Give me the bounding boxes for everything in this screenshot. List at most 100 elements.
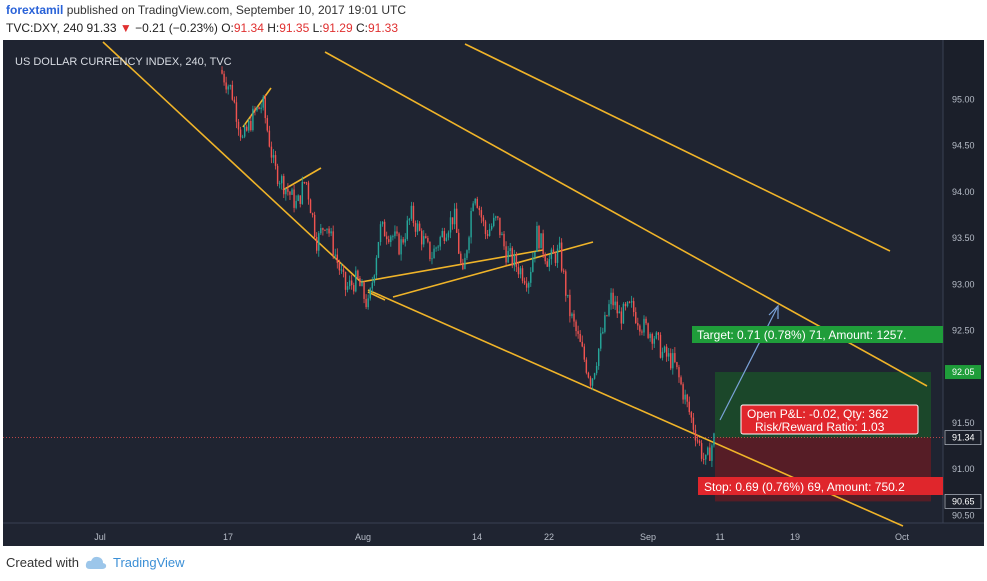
- candle-body: [266, 118, 269, 131]
- x-tick-label: 22: [544, 532, 554, 542]
- candle: [330, 227, 332, 237]
- candle: [328, 226, 330, 237]
- candle: [672, 348, 674, 375]
- candle: [264, 94, 266, 124]
- cloud-logo-icon: [85, 556, 107, 569]
- candle: [620, 307, 623, 330]
- candle: [458, 228, 460, 255]
- candle-body: [239, 129, 242, 138]
- created-with-text: Created with: [6, 555, 79, 570]
- candle-body: [484, 221, 487, 235]
- y-tick-label: 90.50: [952, 510, 975, 520]
- candle-body: [612, 292, 614, 306]
- candle: [556, 244, 559, 268]
- candle: [414, 220, 417, 238]
- candle: [468, 235, 470, 254]
- projection-arrow-icon: [768, 304, 779, 319]
- candle: [342, 265, 345, 278]
- candle: [643, 315, 645, 336]
- candle: [647, 322, 649, 340]
- candle-body: [542, 233, 544, 255]
- candle-body: [235, 102, 238, 122]
- candle-body: [552, 249, 555, 254]
- candle: [521, 265, 524, 284]
- candle: [388, 235, 390, 244]
- candle: [229, 84, 231, 90]
- candle-body: [289, 191, 291, 195]
- candle: [464, 253, 466, 270]
- candle-body: [449, 217, 452, 233]
- candle: [562, 268, 565, 274]
- candle: [694, 424, 697, 447]
- y-tick-label: 91.50: [952, 418, 975, 428]
- candle: [665, 343, 668, 362]
- candle-body: [579, 333, 581, 342]
- candle-body: [678, 367, 680, 378]
- candle-body: [544, 254, 546, 262]
- candle: [402, 236, 404, 245]
- open-value: 91.34: [233, 21, 264, 35]
- open-label: O:: [221, 21, 234, 35]
- candle: [484, 219, 487, 240]
- tradingview-brand[interactable]: TradingView: [112, 555, 185, 570]
- candle-body: [645, 318, 647, 324]
- candle: [595, 362, 598, 376]
- candle: [285, 188, 287, 201]
- candle: [281, 174, 283, 190]
- close-value: 91.33: [368, 21, 399, 35]
- candle-body: [690, 412, 693, 418]
- candle-body: [248, 120, 250, 131]
- candle: [466, 249, 468, 261]
- candle-body: [534, 251, 536, 258]
- candle: [460, 251, 462, 265]
- price-chart[interactable]: Jul 17 Aug 14 22 Sep 11 19 Oct 95.00 94.50 94.00 93.…: [3, 40, 984, 546]
- candle: [532, 252, 534, 273]
- candle: [622, 302, 625, 324]
- candle-body: [499, 217, 501, 236]
- candle: [433, 245, 435, 259]
- candle-body: [295, 200, 297, 208]
- candle: [398, 232, 400, 256]
- candle-body: [550, 249, 553, 260]
- candle-body: [630, 301, 633, 303]
- candle: [509, 242, 511, 258]
- candle-body: [490, 226, 493, 230]
- candle: [628, 300, 631, 304]
- author-name[interactable]: forextamil: [6, 3, 64, 17]
- candle: [453, 203, 456, 230]
- candle: [525, 277, 528, 292]
- candle-body: [624, 303, 627, 307]
- candle-body: [221, 69, 223, 74]
- candle: [375, 255, 378, 279]
- candle-body: [620, 311, 623, 324]
- candle-body: [554, 253, 557, 263]
- x-tick-label: Jul: [94, 532, 106, 542]
- candle-body: [647, 323, 649, 338]
- candle-body: [291, 189, 293, 195]
- x-tick-label: Aug: [355, 532, 371, 542]
- candle: [550, 247, 553, 265]
- candle: [476, 196, 478, 209]
- candle-body: [682, 384, 684, 400]
- candle-body: [305, 182, 308, 184]
- candle: [379, 221, 382, 246]
- candle-body: [328, 228, 330, 234]
- candle: [250, 115, 252, 132]
- candle-body: [560, 242, 563, 271]
- candle: [365, 294, 367, 310]
- candle: [291, 187, 293, 195]
- candle: [581, 335, 583, 348]
- candle-body: [359, 278, 361, 287]
- candle: [336, 248, 339, 269]
- candle: [441, 227, 443, 238]
- chart-panel[interactable]: Jul 17 Aug 14 22 Sep 11 19 Oct 95.00 94.50 94.00 93.…: [3, 40, 984, 546]
- candle-body: [297, 195, 299, 201]
- candle-body: [556, 248, 559, 263]
- candle: [332, 225, 334, 260]
- candle-body: [472, 203, 474, 212]
- candle-body: [344, 271, 347, 290]
- candle: [680, 375, 682, 386]
- candle-body: [707, 447, 709, 455]
- candle: [490, 223, 493, 231]
- candle: [340, 263, 343, 274]
